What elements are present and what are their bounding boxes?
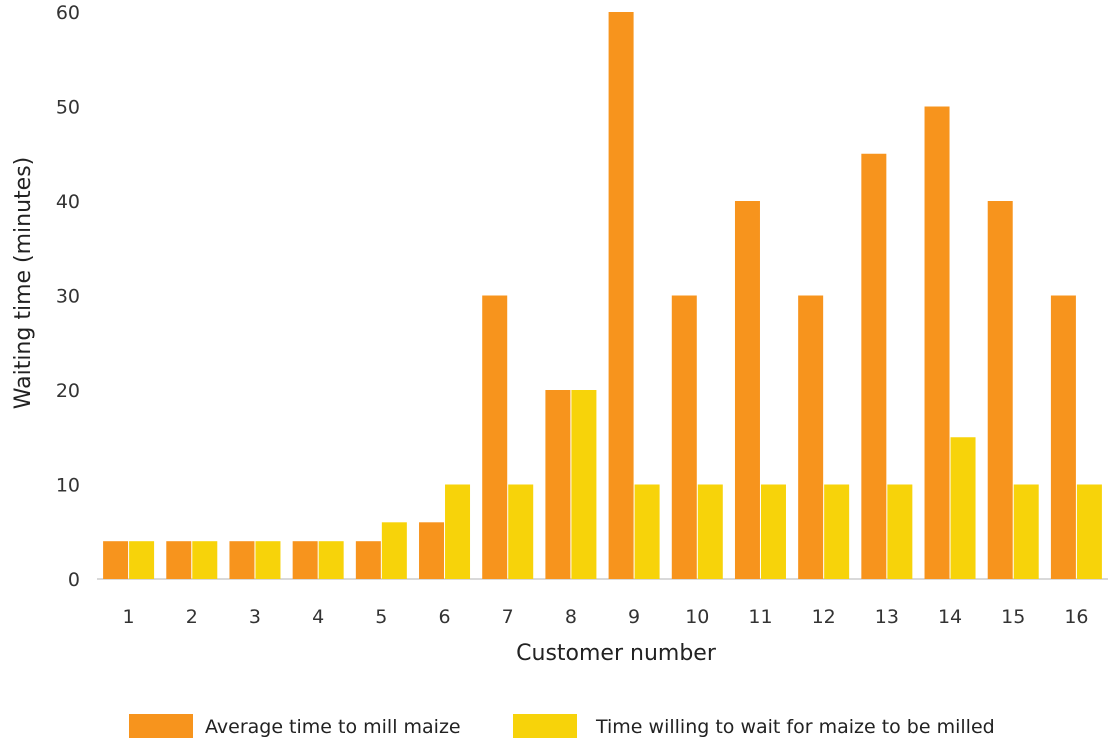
bar-average-time xyxy=(608,12,634,579)
bar-average-time xyxy=(229,541,255,579)
x-tick-label: 10 xyxy=(685,606,709,628)
x-tick-label: 13 xyxy=(875,606,899,628)
x-tick-label: 16 xyxy=(1064,606,1088,628)
y-tick-label: 60 xyxy=(56,2,80,24)
bar-average-time xyxy=(545,390,571,579)
legend-swatch-average-time xyxy=(129,714,193,738)
x-tick-label: 11 xyxy=(748,606,772,628)
bar-time-willing xyxy=(255,541,281,579)
y-tick-label: 40 xyxy=(56,191,80,213)
x-tick-label: 12 xyxy=(812,606,836,628)
bar-average-time xyxy=(671,295,697,579)
x-tick-label: 2 xyxy=(186,606,198,628)
bar-time-willing xyxy=(1013,484,1039,579)
bar-time-willing xyxy=(571,390,597,579)
bar-time-willing xyxy=(318,541,344,579)
x-tick-label: 6 xyxy=(438,606,450,628)
bar-average-time xyxy=(482,295,508,579)
bar-time-willing xyxy=(634,484,660,579)
bar-average-time xyxy=(798,295,824,579)
bar-time-willing xyxy=(950,437,976,579)
bar-time-willing xyxy=(697,484,723,579)
bar-time-willing xyxy=(129,541,155,579)
x-axis-ticks: 1 2 3 4 5 6 7 8 9 10 11 12 13 14 15 16 xyxy=(123,606,1089,628)
bar-average-time xyxy=(861,153,887,579)
y-tick-label: 50 xyxy=(56,97,80,119)
bars xyxy=(103,12,1102,579)
y-tick-label: 0 xyxy=(68,569,80,591)
bar-time-willing xyxy=(508,484,534,579)
y-axis-title: Waiting time (minutes) xyxy=(11,157,36,410)
bar-average-time xyxy=(166,541,192,579)
bar-average-time xyxy=(419,522,445,579)
x-tick-label: 4 xyxy=(312,606,324,628)
bar-time-willing xyxy=(381,522,407,579)
bar-average-time xyxy=(734,201,760,579)
bar-average-time xyxy=(1050,295,1076,579)
bar-average-time xyxy=(355,541,381,579)
bar-time-willing xyxy=(824,484,850,579)
y-tick-label: 30 xyxy=(56,286,80,308)
x-tick-label: 9 xyxy=(628,606,640,628)
bar-average-time xyxy=(924,106,950,579)
x-tick-label: 5 xyxy=(375,606,387,628)
x-tick-label: 15 xyxy=(1001,606,1025,628)
legend-swatch-time-willing xyxy=(513,714,577,738)
x-tick-label: 14 xyxy=(938,606,962,628)
bar-average-time xyxy=(103,541,129,579)
legend: Average time to mill maize Time willing … xyxy=(129,714,995,738)
bar-average-time xyxy=(987,201,1013,579)
x-tick-label: 1 xyxy=(123,606,135,628)
y-axis-ticks: 0 10 20 30 40 50 60 xyxy=(56,2,80,591)
bar-time-willing xyxy=(1076,484,1102,579)
bar-time-willing xyxy=(887,484,913,579)
bar-average-time xyxy=(292,541,318,579)
x-axis-title: Customer number xyxy=(516,641,717,666)
y-tick-label: 10 xyxy=(56,475,80,497)
x-tick-label: 3 xyxy=(249,606,261,628)
x-tick-label: 8 xyxy=(565,606,577,628)
bar-time-willing xyxy=(192,541,218,579)
legend-label-average-time: Average time to mill maize xyxy=(205,716,461,738)
bar-time-willing xyxy=(760,484,786,579)
y-tick-label: 20 xyxy=(56,380,80,402)
x-tick-label: 7 xyxy=(502,606,514,628)
legend-label-time-willing: Time willing to wait for maize to be mil… xyxy=(595,716,995,738)
bar-time-willing xyxy=(445,484,471,579)
